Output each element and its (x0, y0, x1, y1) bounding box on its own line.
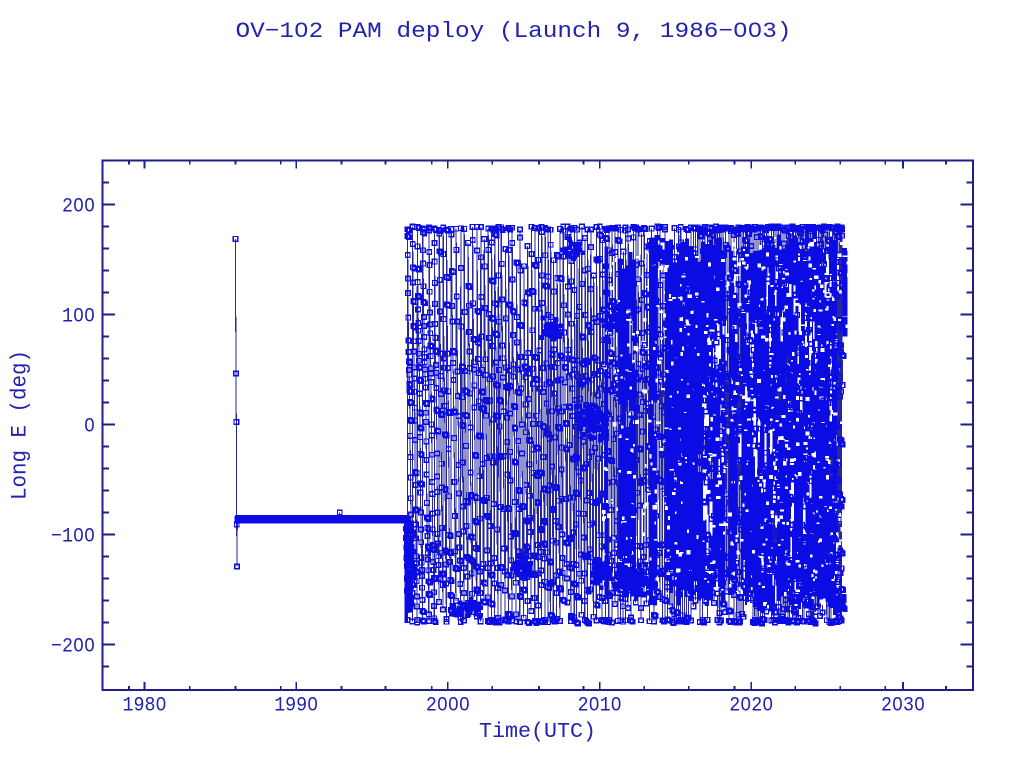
svg-text:1990: 1990 (274, 695, 318, 718)
svg-text:Time(UTC): Time(UTC) (479, 721, 596, 744)
svg-text:2000: 2000 (426, 695, 470, 718)
svg-text:2020: 2020 (729, 695, 773, 718)
svg-text:2030: 2030 (881, 695, 925, 718)
svg-text:1980: 1980 (123, 695, 167, 718)
svg-text:OV−102 PAM deploy (Launch 9, 1: OV−102 PAM deploy (Launch 9, 1986−003) (236, 19, 792, 44)
svg-text:2010: 2010 (578, 695, 622, 718)
svg-text:−200: −200 (51, 635, 95, 658)
svg-text:Long E (deg): Long E (deg) (8, 350, 33, 500)
svg-text:−100: −100 (51, 525, 95, 548)
